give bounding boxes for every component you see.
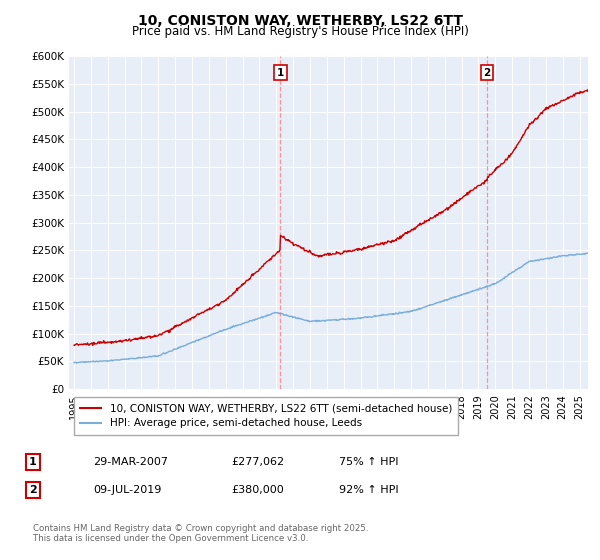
Text: 10, CONISTON WAY, WETHERBY, LS22 6TT: 10, CONISTON WAY, WETHERBY, LS22 6TT bbox=[137, 14, 463, 28]
Text: 92% ↑ HPI: 92% ↑ HPI bbox=[339, 485, 398, 495]
Text: 1: 1 bbox=[277, 68, 284, 78]
Legend: 10, CONISTON WAY, WETHERBY, LS22 6TT (semi-detached house), HPI: Average price, : 10, CONISTON WAY, WETHERBY, LS22 6TT (se… bbox=[74, 397, 458, 435]
Text: 2: 2 bbox=[484, 68, 491, 78]
Text: £277,062: £277,062 bbox=[231, 457, 284, 467]
Text: 09-JUL-2019: 09-JUL-2019 bbox=[93, 485, 161, 495]
Text: 2: 2 bbox=[29, 485, 37, 495]
Text: 29-MAR-2007: 29-MAR-2007 bbox=[93, 457, 168, 467]
Text: £380,000: £380,000 bbox=[231, 485, 284, 495]
Text: Contains HM Land Registry data © Crown copyright and database right 2025.
This d: Contains HM Land Registry data © Crown c… bbox=[33, 524, 368, 543]
Text: 1: 1 bbox=[29, 457, 37, 467]
Text: 75% ↑ HPI: 75% ↑ HPI bbox=[339, 457, 398, 467]
Text: Price paid vs. HM Land Registry's House Price Index (HPI): Price paid vs. HM Land Registry's House … bbox=[131, 25, 469, 38]
